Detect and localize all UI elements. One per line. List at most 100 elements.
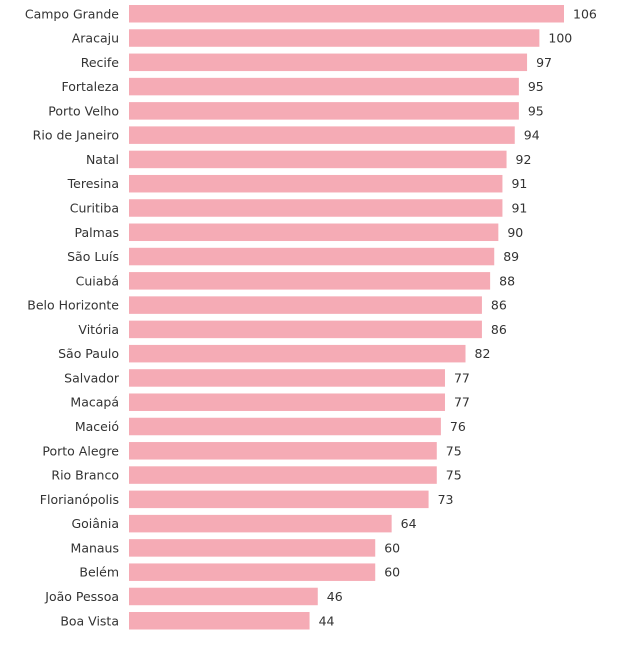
bar (129, 174, 503, 193)
category-label: Rio Branco (51, 468, 119, 483)
category-label: Cuiabá (76, 273, 119, 288)
bar (129, 612, 310, 630)
value-label: 60 (384, 565, 400, 580)
category-label: Vitória (78, 322, 119, 337)
bar-row: Florianópolis 73 (40, 490, 454, 509)
value-label: 91 (511, 200, 527, 215)
bar (129, 53, 528, 72)
bar-row: Teresina 91 (67, 174, 527, 193)
bar (129, 393, 445, 411)
category-label: Boa Vista (60, 613, 119, 628)
category-label: Salvador (64, 370, 120, 385)
category-label: Aracaju (72, 31, 119, 46)
category-label: Macapá (70, 395, 119, 410)
category-label: Belém (79, 565, 119, 580)
value-label: 95 (528, 103, 544, 118)
bar-row: Goiânia 64 (71, 514, 417, 533)
value-label: 91 (511, 176, 527, 191)
bar (129, 296, 482, 314)
bar-row: Boa Vista 44 (60, 612, 335, 630)
category-label: Natal (86, 152, 119, 167)
category-label: Recife (81, 55, 120, 70)
bar (129, 150, 507, 169)
category-label: Teresina (67, 176, 119, 191)
category-label: Curitiba (70, 200, 119, 215)
bar (129, 199, 503, 217)
bar-row: Aracaju 100 (72, 29, 572, 47)
value-label: 100 (548, 31, 572, 46)
bar (129, 417, 441, 436)
bar (129, 272, 491, 290)
bar (129, 514, 392, 533)
value-label: 75 (446, 468, 462, 483)
bar-row: Manaus 60 (71, 539, 400, 557)
bar (129, 587, 318, 606)
bar (129, 490, 429, 509)
bar-row: Palmas 90 (75, 223, 523, 242)
bar-row: São Luís 89 (67, 247, 519, 266)
bar (129, 466, 437, 484)
bar-row: Porto Velho 95 (48, 102, 544, 120)
bar (129, 247, 495, 266)
bar-row: São Paulo 82 (58, 344, 491, 363)
bar-row: Porto Alegre 75 (42, 442, 462, 460)
value-label: 86 (491, 322, 507, 337)
bar (129, 539, 376, 557)
bar (129, 77, 519, 96)
bar-row: Maceió 76 (75, 417, 466, 436)
value-label: 46 (327, 589, 343, 604)
bar (129, 442, 437, 460)
bar-row: Vitória 86 (78, 320, 507, 339)
value-label: 73 (438, 492, 454, 507)
bar (129, 344, 466, 363)
category-label: Campo Grande (25, 6, 119, 21)
category-label: Belo Horizonte (27, 298, 119, 313)
bar (129, 29, 540, 47)
bar-row: Rio Branco 75 (51, 466, 462, 484)
category-label: São Paulo (58, 346, 119, 361)
bar (129, 563, 376, 581)
value-label: 90 (507, 225, 523, 240)
value-label: 60 (384, 540, 400, 555)
value-label: 88 (499, 273, 515, 288)
bar-row: Belo Horizonte 86 (27, 296, 507, 314)
bar-row: Curitiba 91 (70, 199, 527, 217)
bar-row: João Pessoa 46 (44, 587, 343, 606)
category-label: Porto Velho (48, 103, 119, 118)
value-label: 92 (516, 152, 532, 167)
value-label: 77 (454, 370, 470, 385)
category-label: Goiânia (71, 516, 119, 531)
category-label: Manaus (71, 540, 119, 555)
value-label: 94 (524, 128, 540, 143)
value-label: 82 (475, 346, 491, 361)
bar-row: Natal 92 (86, 150, 532, 169)
value-label: 86 (491, 298, 507, 313)
category-label: João Pessoa (44, 589, 119, 604)
bar (129, 126, 515, 144)
value-label: 76 (450, 419, 466, 434)
value-label: 44 (319, 613, 335, 628)
bar-row: Cuiabá 88 (76, 272, 515, 290)
value-label: 89 (503, 249, 519, 264)
value-label: 75 (446, 443, 462, 458)
category-label: Palmas (75, 225, 119, 240)
bar-row: Recife 97 (81, 53, 552, 72)
bar-row: Macapá 77 (70, 393, 470, 411)
value-label: 97 (536, 55, 552, 70)
bar-row: Fortaleza 95 (62, 77, 544, 96)
bar (129, 369, 445, 387)
bar-row: Belém 60 (79, 563, 400, 581)
bar-row: Campo Grande 106 (25, 5, 597, 23)
value-label: 106 (573, 6, 597, 21)
value-label: 95 (528, 79, 544, 94)
bar (129, 223, 499, 242)
category-label: Rio de Janeiro (33, 128, 119, 143)
category-label: Porto Alegre (42, 443, 119, 458)
value-label: 77 (454, 395, 470, 410)
bar-row: Salvador 77 (64, 369, 470, 387)
bar-row: Rio de Janeiro 94 (33, 126, 540, 144)
bar (129, 102, 519, 120)
category-label: Maceió (75, 419, 119, 434)
value-label: 64 (401, 516, 417, 531)
